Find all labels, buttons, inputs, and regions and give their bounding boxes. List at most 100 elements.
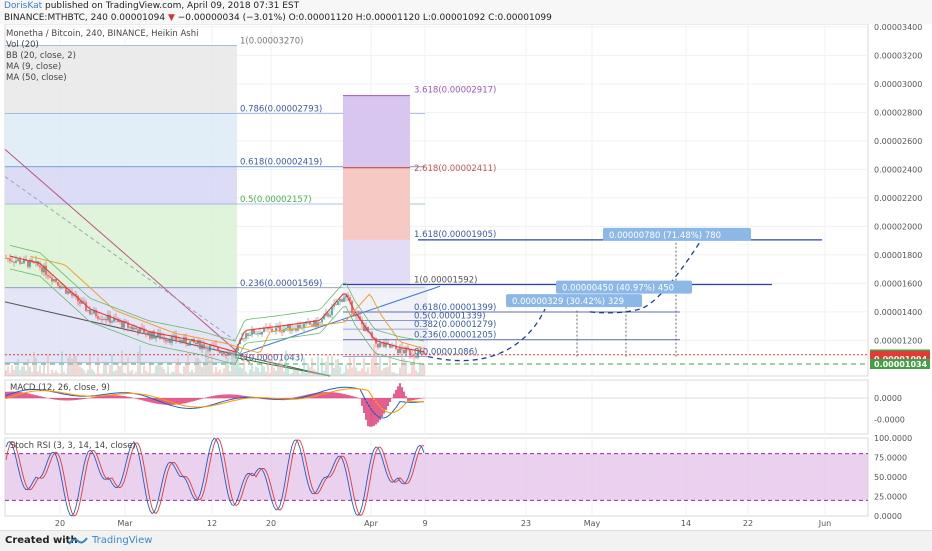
volume-bar [113,371,114,376]
fib-level-label: 1(0.00003270) [240,36,303,46]
volume-bar [365,372,366,376]
macd-hist-bar [181,398,182,404]
volume-bar [245,372,246,376]
candle [243,338,245,339]
macd-hist-bar [385,398,386,410]
candle [87,310,89,311]
macd-hist-bar [137,398,138,399]
legend-item-vol: Vol (20) [6,40,39,50]
volume-bar [393,372,394,376]
candle [55,279,57,282]
volume-bar [183,366,184,376]
volume-bar [63,372,64,376]
macd-hist-bar [333,392,334,398]
volume-bar [191,370,192,376]
macd-hist-bar [53,398,54,399]
volume-bar [305,373,306,376]
volume-bar [173,372,174,376]
volume-bar [309,367,310,376]
candle [177,341,179,342]
candle [105,319,107,320]
volume-bar [91,369,92,376]
volume-bar [287,368,288,376]
price-axis[interactable]: 0.000034000.000032000.000030000.00002800… [870,24,930,521]
chart-canvas[interactable]: 1(0.00003270)0.786(0.00002793)0.618(0.00… [0,24,932,530]
macd-hist-bar [329,392,330,398]
candle [335,304,337,305]
tradingview-brand-link[interactable]: TradingView [92,535,152,546]
macd-hist-bar [419,398,420,399]
volume-bar [411,365,412,376]
fib-level-label: 1(0.00001592) [414,276,477,286]
macd-hist-bar [125,396,126,398]
candle [147,332,149,335]
macd-hist-bar [339,393,340,398]
price-tick-label: 0.00001800 [874,251,922,260]
volume-bar [385,367,386,376]
volume-bar [129,371,130,376]
published-text: published on TradingView.com, April 09, … [45,1,299,11]
volume-bar [313,369,314,376]
volume-bar [17,359,18,376]
volume-bar [27,359,28,376]
candle [137,329,139,333]
macd-hist-bar [35,395,36,398]
macd-hist-bar [335,393,336,399]
macd-hist-bar [331,392,332,398]
volume-bar [255,367,256,376]
volume-bar [225,361,226,376]
candle [59,286,61,288]
macd-hist-bar [227,394,228,398]
candle [89,310,91,314]
main-price-pane[interactable]: 1(0.00003270)0.786(0.00002793)0.618(0.00… [5,24,868,376]
volume-bar [325,362,326,376]
macd-hist-bar [409,398,410,401]
macd-hist-bar [67,398,68,400]
candle [63,287,65,288]
volume-bar [151,374,152,376]
volume-bar [87,370,88,376]
macd-pane[interactable]: MACD (12, 26, close, 9) [5,380,868,434]
macd-hist-bar [363,398,364,413]
volume-bar [37,371,38,376]
macd-hist-bar [65,398,66,400]
macd-hist-bar [109,395,110,398]
macd-hist-bar [121,396,122,399]
volume-bar [207,346,208,376]
candle [415,356,417,357]
volume-bar [105,362,106,376]
candle [99,319,101,320]
volume-bar [277,366,278,376]
volume-bar [221,374,222,376]
author-link[interactable]: DorisKat [4,1,42,11]
candle [281,332,283,333]
candle [83,301,85,302]
volume-bar [257,368,258,376]
volume-bar [301,371,302,376]
macd-hist-bar [217,395,218,398]
header-bar: DorisKat published on TradingView.com, A… [0,0,932,24]
stoch-rsi-pane[interactable]: Stoch RSI (3, 3, 14, 14, close) [5,438,868,516]
candle [131,327,133,330]
volume-bar [71,359,72,376]
volume-bar [281,363,282,376]
macd-tick-label: -0.0000 [874,416,905,425]
candle [165,340,167,341]
candle [297,325,299,331]
candle [171,337,173,343]
macd-hist-bar [395,390,396,398]
fib-level-label: 0.5(0.00002157) [240,195,312,205]
volume-bar [143,366,144,376]
macd-hist-bar [219,395,220,398]
candle [5,258,7,259]
candle [21,263,23,264]
volume-bar [395,373,396,376]
macd-hist-bar [321,392,322,398]
volume-bar [299,374,300,376]
volume-bar [35,358,36,376]
candle [119,321,121,322]
candle [403,350,405,353]
macd-hist-bar [127,397,128,399]
candle [45,266,47,275]
